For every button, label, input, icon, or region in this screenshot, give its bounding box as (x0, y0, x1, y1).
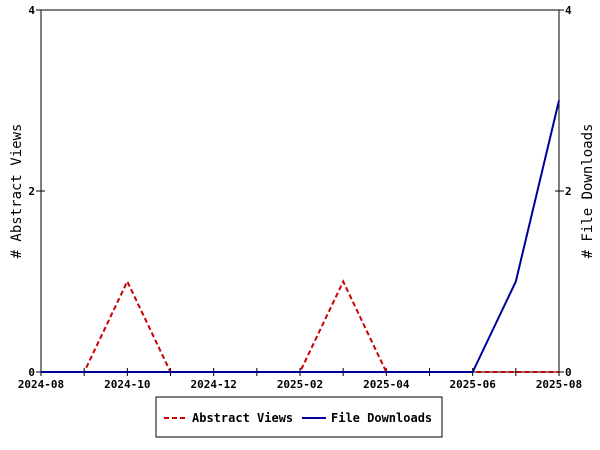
series-line-file-downloads (41, 100, 560, 373)
x-tick-label: 2024-08 (18, 378, 64, 391)
right-y-tick-label: 2 (565, 185, 572, 198)
legend-box (155, 396, 443, 438)
left-axis-title: # Abstract Views (9, 124, 25, 259)
x-tick-label: 2025-06 (449, 378, 496, 391)
series-lines (41, 100, 560, 373)
left-y-tick-label: 4 (28, 4, 35, 17)
axes: 2024-08 2024-10 2024-12 2025-02 2025-04 2025-… (18, 4, 582, 391)
legend: Abstract Views File Downloads (155, 396, 443, 438)
left-y-tick-label: 2 (28, 185, 35, 198)
x-tick-label: 2024-12 (190, 378, 236, 391)
left-y-tick-label: 0 (28, 366, 35, 379)
right-axis-title: # File Downloads (580, 124, 596, 259)
right-y-tick-label: 0 (565, 366, 572, 379)
right-y-tick-label: 4 (565, 4, 572, 17)
x-tick-label: 2025-08 (536, 378, 582, 391)
plot-frame (40, 9, 560, 373)
x-tick-label: 2024-10 (104, 378, 150, 391)
legend-label-abstract-views: Abstract Views (192, 411, 293, 425)
x-tick-label: 2025-02 (277, 378, 323, 391)
x-tick-label: 2025-04 (363, 378, 410, 391)
legend-label-file-downloads: File Downloads (331, 411, 432, 425)
series-line-abstract-views (41, 279, 559, 373)
